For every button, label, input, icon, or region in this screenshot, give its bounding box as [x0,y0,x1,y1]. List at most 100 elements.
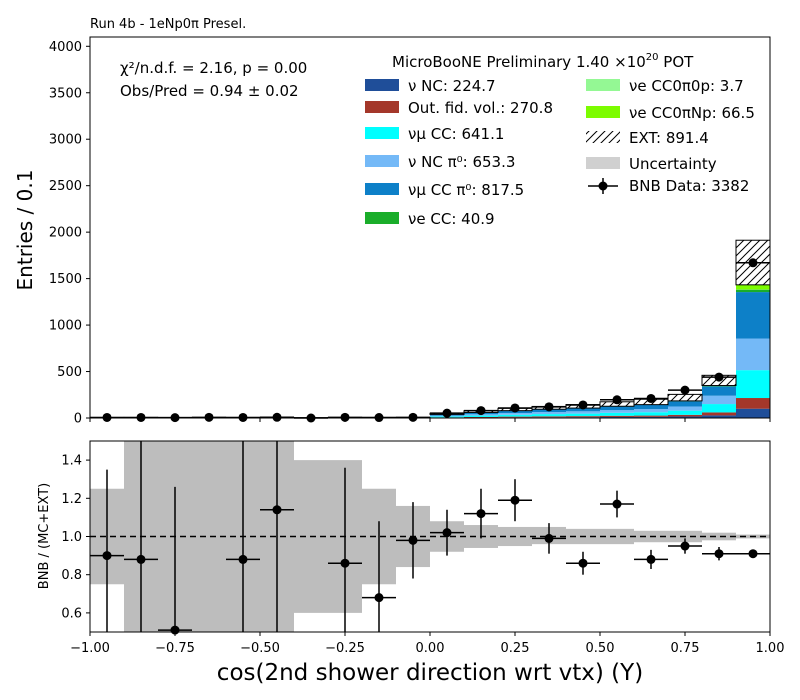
bottom-xtick-label-1: −0.75 [155,641,195,656]
bar-series-2-bin-15 [600,412,634,416]
top-ytick-label-4: 2000 [49,226,82,241]
legend-label-2: νμ CC: 641.1 [408,125,504,143]
bar-series-3-bin-13 [532,412,566,415]
bar-series-1-bin-16 [634,415,668,417]
top-x-ticks [89,418,771,422]
legend-label-0: ν NC: 224.7 [408,77,496,95]
top-ytick-label-0: 0 [74,412,82,427]
bar-series-4-bin-17 [668,401,702,407]
bar-series-1-bin-13 [532,416,566,418]
legend-label-6: νe CC0π0p: 3.7 [629,77,744,95]
bottom-xtick-label-3: −0.25 [325,641,365,656]
bar-series-4-bin-14 [566,408,600,412]
legend: ν NC: 224.7 Out. fid. vol.: 270.8 νμ CC: 6… [365,77,755,228]
top-ytick-label-1: 500 [57,365,82,380]
bar-series-0-bin-16 [634,416,668,418]
ratio-point-4 [272,505,282,515]
legend-label-4: νμ CC π⁰: 817.5 [408,181,524,199]
bar-series-4-bin-15 [600,406,634,411]
ratio-point-0 [102,551,112,561]
ratio-point-13 [612,499,622,509]
ratio-point-9 [476,509,486,519]
bar-series-3-bin-19 [736,338,770,371]
legend-swatch-6 [586,79,620,91]
ratio-point-8 [442,528,452,538]
bar-series-3-bin-18 [702,395,736,405]
top-ytick-label-7: 3500 [49,86,82,101]
bar-series-1-bin-19 [736,398,770,409]
ratio-point-17 [748,549,758,559]
data-point-7 [340,412,350,422]
legend-swatch-1 [365,101,399,113]
data-point-9 [408,412,418,422]
obs-pred-annotation: Obs/Pred = 0.94 ± 0.02 [120,82,299,100]
legend-swatch-0 [365,79,399,91]
bar-series-3-bin-14 [566,411,600,414]
ratio-point-16 [714,549,724,559]
bar-series-1-bin-15 [600,415,634,417]
bar-series-0-bin-18 [702,415,736,418]
bar-series-0-bin-17 [668,416,702,418]
bar-series-2-bin-18 [702,404,736,413]
ratio-point-15 [680,541,690,551]
legend-swatch-2 [365,127,399,139]
x-axis-label: cos(2nd shower direction wrt vtx) (Y) [217,660,643,686]
top-ytick-label-3: 1500 [49,272,82,287]
bar-series-1-bin-14 [566,416,600,418]
ratio-point-3 [238,554,248,564]
bottom-x-ticks: −1.00 −0.75 −0.50 −0.25 0.00 0.25 0.50 0.75 1.00 [70,632,784,656]
top-y-ticks: 0 500 1000 1500 2000 2500 3000 3500 4000 [49,40,90,427]
bar-series-5-bin-19 [736,289,770,293]
bar-series-1-bin-12 [498,416,532,418]
ratio-point-12 [578,558,588,568]
top-ytick-label-8: 4000 [49,40,82,55]
bar-series-1-bin-17 [668,414,702,417]
top-ytick-label-6: 3000 [49,133,82,148]
bar-series-2-bin-14 [566,413,600,417]
bottom-xtick-label-2: −0.50 [240,641,280,656]
bar-series-1-bin-18 [702,412,736,416]
ratio-point-5 [340,558,350,568]
data-point-10 [442,408,452,418]
bar-series-8-bin-17 [667,393,703,402]
legend-swatch-7 [586,106,620,118]
stacked-bars [89,239,771,419]
data-point-14 [578,400,588,410]
bar-series-2-bin-12 [498,414,532,417]
bar-series-3-bin-17 [668,406,702,411]
data-point-19 [748,258,758,268]
run-label: Run 4b - 1eNp0π Presel. [90,17,246,32]
top-y-axis-label: Entries / 0.1 [13,170,37,291]
data-point-15 [612,395,622,405]
bottom-xtick-label-7: 0.75 [671,641,700,656]
ratio-band-bin-15 [600,528,634,545]
bottom-xtick-label-6: 0.50 [586,641,615,656]
bar-series-2-bin-16 [634,412,668,416]
data-point-17 [680,385,690,395]
data-point-3 [204,412,214,422]
bottom-y-ticks: 0.6 0.8 1.0 1.2 1.4 [61,454,90,621]
bar-series-0-bin-15 [600,416,634,418]
data-point-1 [136,412,146,422]
bar-series-7-bin-19 [736,284,770,290]
bottom-xtick-label-8: 1.00 [756,641,785,656]
ratio-panel: 0.6 0.8 1.0 1.2 1.4 −1.00 −0.75 −0.50 −0.25 0.00… [37,440,784,686]
top-ytick-label-5: 2500 [49,179,82,194]
bar-series-2-bin-13 [532,414,566,417]
ratio-point-11 [544,533,554,543]
bottom-xtick-label-5: 0.25 [501,641,530,656]
bar-series-3-bin-12 [498,413,532,415]
bar-series-2-bin-19 [736,370,770,399]
ratio-band-bin-18 [702,532,736,541]
data-point-11 [476,406,486,416]
bar-series-3-bin-16 [634,409,668,413]
data-point-13 [544,402,554,412]
data-point-0 [102,412,112,422]
legend-label-8: EXT: 891.4 [629,129,709,147]
bottom-ytick-label-0: 0.6 [61,606,82,621]
legend-swatch-5 [365,212,399,224]
legend-label-7: νe CC0πNp: 66.5 [629,104,755,122]
ratio-point-1 [136,554,146,564]
bar-series-2-bin-17 [668,410,702,415]
